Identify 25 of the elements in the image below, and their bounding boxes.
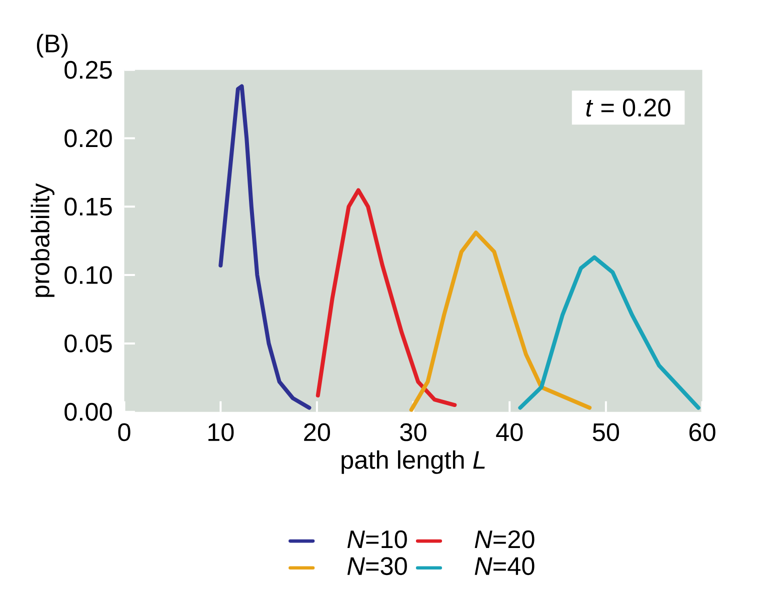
y-tick-label: 0.00 bbox=[64, 402, 112, 421]
x-axis-title: path length L bbox=[342, 450, 485, 474]
y-tick-label: 0.10 bbox=[64, 266, 112, 284]
legend-label: N=40 bbox=[474, 557, 534, 576]
y-axis-title: probability bbox=[30, 183, 54, 297]
legend-label: N=10 bbox=[347, 530, 407, 548]
x-tick-label: 30 bbox=[400, 423, 426, 442]
line-series bbox=[218, 84, 312, 410]
line-series bbox=[518, 255, 700, 410]
x-tick-label: 40 bbox=[496, 423, 523, 442]
line-series bbox=[409, 230, 592, 412]
y-tick-label: 0.20 bbox=[64, 129, 112, 148]
y-tick-label: 0.05 bbox=[64, 334, 112, 352]
y-tick-label: 0.25 bbox=[64, 60, 112, 79]
x-tick-label: 50 bbox=[592, 423, 620, 442]
x-tick-label: 10 bbox=[208, 423, 234, 442]
x-tick-label: 0 bbox=[118, 423, 130, 442]
legend-label: N=20 bbox=[474, 530, 534, 548]
x-tick-label: 20 bbox=[304, 423, 330, 442]
line-series bbox=[316, 188, 457, 408]
x-tick-label: 60 bbox=[689, 423, 716, 442]
chart-title: (B) bbox=[36, 34, 68, 58]
legend-label: N=30 bbox=[347, 557, 407, 576]
y-tick-label: 0.15 bbox=[64, 198, 112, 216]
annotation: t = 0.20 bbox=[586, 98, 670, 117]
